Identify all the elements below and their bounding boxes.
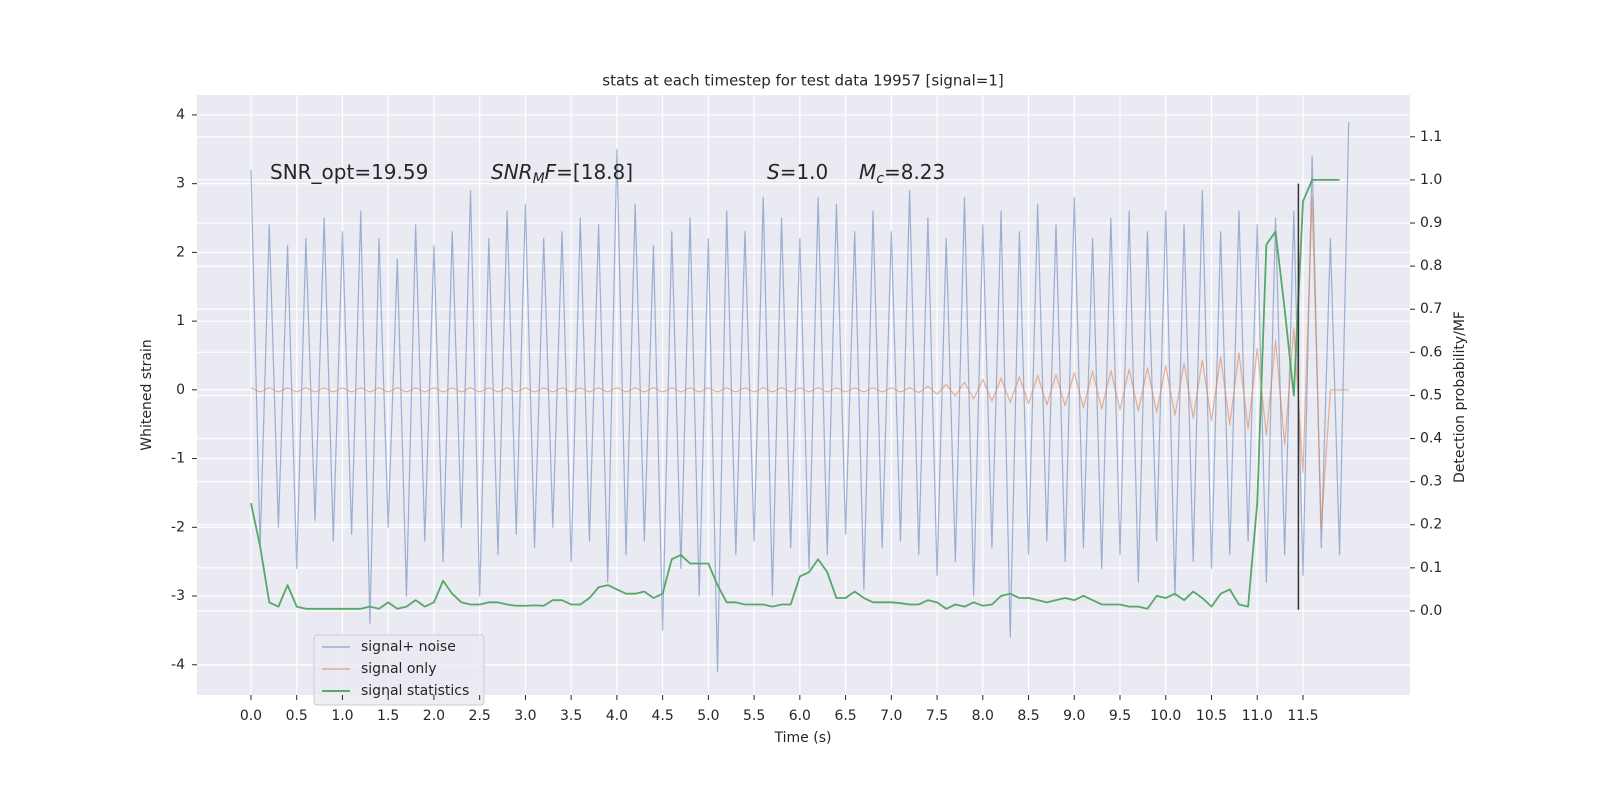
marks <box>250 121 1350 673</box>
series-line <box>250 121 1350 673</box>
annotation-part: =1.0 <box>780 160 829 184</box>
y-axis-label: Whitened strain <box>139 339 155 450</box>
x-tick-label: 11.5 <box>1287 708 1318 724</box>
annotation-part: SNR <box>491 160 533 184</box>
annotation: Mc=8.23 <box>859 160 945 188</box>
x-tick-label: 3.5 <box>560 708 582 724</box>
x-tick-label: 1.0 <box>331 708 353 724</box>
annotation-part: c <box>876 171 884 187</box>
annotation-part: M <box>533 171 545 187</box>
legend-box <box>313 634 485 706</box>
y2-tick-label: 0.4 <box>1420 431 1442 447</box>
legend-label: signal statistics <box>361 683 469 699</box>
x-tick-label: 3.0 <box>514 708 536 724</box>
y2-tick-label: 0.5 <box>1420 387 1442 403</box>
x-tick-label: 0.5 <box>286 708 308 724</box>
y-tick-label: -2 <box>171 519 185 535</box>
y2-tick-label: 0.2 <box>1420 517 1442 533</box>
series-line <box>250 179 1340 610</box>
annotations: SNR_opt=19.59 SNRMF=[18.8] S=1.0 Mc=8.23 <box>270 160 945 188</box>
y2-tick-label: 0.3 <box>1420 474 1442 490</box>
x-tick-label: 10.0 <box>1150 708 1181 724</box>
x-tick-label: 7.5 <box>926 708 948 724</box>
x-tick-label: 6.0 <box>789 708 811 724</box>
y2-tick-label: 1.0 <box>1420 172 1442 188</box>
y2-tick-label: 0.8 <box>1420 258 1442 274</box>
annotation: SNR_opt=19.59 <box>270 160 428 184</box>
x-tick-label: 10.5 <box>1196 708 1227 724</box>
x-tick-label: 5.5 <box>743 708 765 724</box>
legend-label: signal only <box>361 661 436 677</box>
x-tick-label: 2.0 <box>423 708 445 724</box>
y-tick-label: -1 <box>171 451 185 467</box>
x-tick-label: 9.5 <box>1109 708 1131 724</box>
y-tick-label: -4 <box>171 657 185 673</box>
series-line <box>250 196 1349 528</box>
y2-axis-label: Detection probability/MF <box>1452 311 1468 483</box>
x-axis-label: Time (s) <box>774 730 832 746</box>
x-tick-label: 8.5 <box>1017 708 1039 724</box>
x-tick-label: 0.0 <box>240 708 262 724</box>
y-tick-label: 3 <box>176 176 185 192</box>
x-tick-label: 2.5 <box>469 708 491 724</box>
annotation: SNRMF=[18.8] <box>491 160 633 188</box>
x-tick-label: 4.0 <box>606 708 628 724</box>
annotation-part: SNR_opt=19.59 <box>270 160 428 184</box>
x-tick-label: 4.5 <box>651 708 673 724</box>
x-tick-label: 9.0 <box>1063 708 1085 724</box>
y2-tick-label: 0.7 <box>1420 301 1442 317</box>
x-tick-label: 5.0 <box>697 708 719 724</box>
y-tick-label: 0 <box>176 382 185 398</box>
annotation-part: =8.23 <box>884 160 945 184</box>
x-tick-label: 6.5 <box>834 708 856 724</box>
x-tick-label: 8.0 <box>972 708 994 724</box>
annotation-part: S <box>767 160 780 184</box>
legend-label: signal+ noise <box>361 639 456 655</box>
annotation-part: M <box>859 160 876 184</box>
y2-tick-label: 0.9 <box>1420 215 1442 231</box>
y2-tick-label: 1.1 <box>1420 129 1442 145</box>
x-tick-label: 7.0 <box>880 708 902 724</box>
y2-tick-label: 0.0 <box>1420 603 1442 619</box>
y-tick-label: 1 <box>176 313 185 329</box>
x-tick-label: 11.0 <box>1242 708 1273 724</box>
annotation-part: =[18.8] <box>556 160 633 184</box>
y2-tick-label: 0.1 <box>1420 560 1442 576</box>
y-tick-label: 4 <box>176 107 185 123</box>
x-tick-label: 1.5 <box>377 708 399 724</box>
chart-title: stats at each timestep for test data 199… <box>602 72 1003 90</box>
y2-tick-label: 0.6 <box>1420 344 1442 360</box>
y-tick-label: -3 <box>171 588 185 604</box>
y-tick-label: 2 <box>176 244 185 260</box>
annotation-part: F <box>545 160 557 184</box>
legend: signal+ noise signal only signal statistic… <box>313 634 485 706</box>
annotation: S=1.0 <box>767 160 828 184</box>
grid <box>197 95 1410 695</box>
